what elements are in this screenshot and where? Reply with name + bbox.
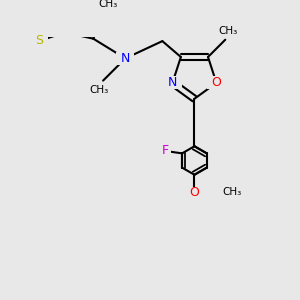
Text: S: S [35, 34, 43, 47]
Text: O: O [212, 76, 221, 89]
Text: O: O [190, 185, 200, 199]
Text: CH₃: CH₃ [223, 187, 242, 197]
Bar [218, 26, 238, 36]
Bar [98, 0, 118, 9]
Bar [116, 52, 134, 65]
Text: CH₃: CH₃ [218, 26, 237, 36]
Bar [211, 187, 232, 197]
Bar [158, 146, 171, 156]
Text: CH₃: CH₃ [90, 85, 109, 95]
Text: N: N [121, 52, 130, 65]
Text: CH₃: CH₃ [98, 0, 118, 9]
Text: N: N [168, 76, 177, 89]
Bar [207, 76, 226, 89]
Text: F: F [161, 144, 168, 158]
Bar [188, 187, 201, 197]
Bar [89, 85, 110, 96]
Bar [164, 76, 181, 89]
Bar [30, 34, 48, 47]
